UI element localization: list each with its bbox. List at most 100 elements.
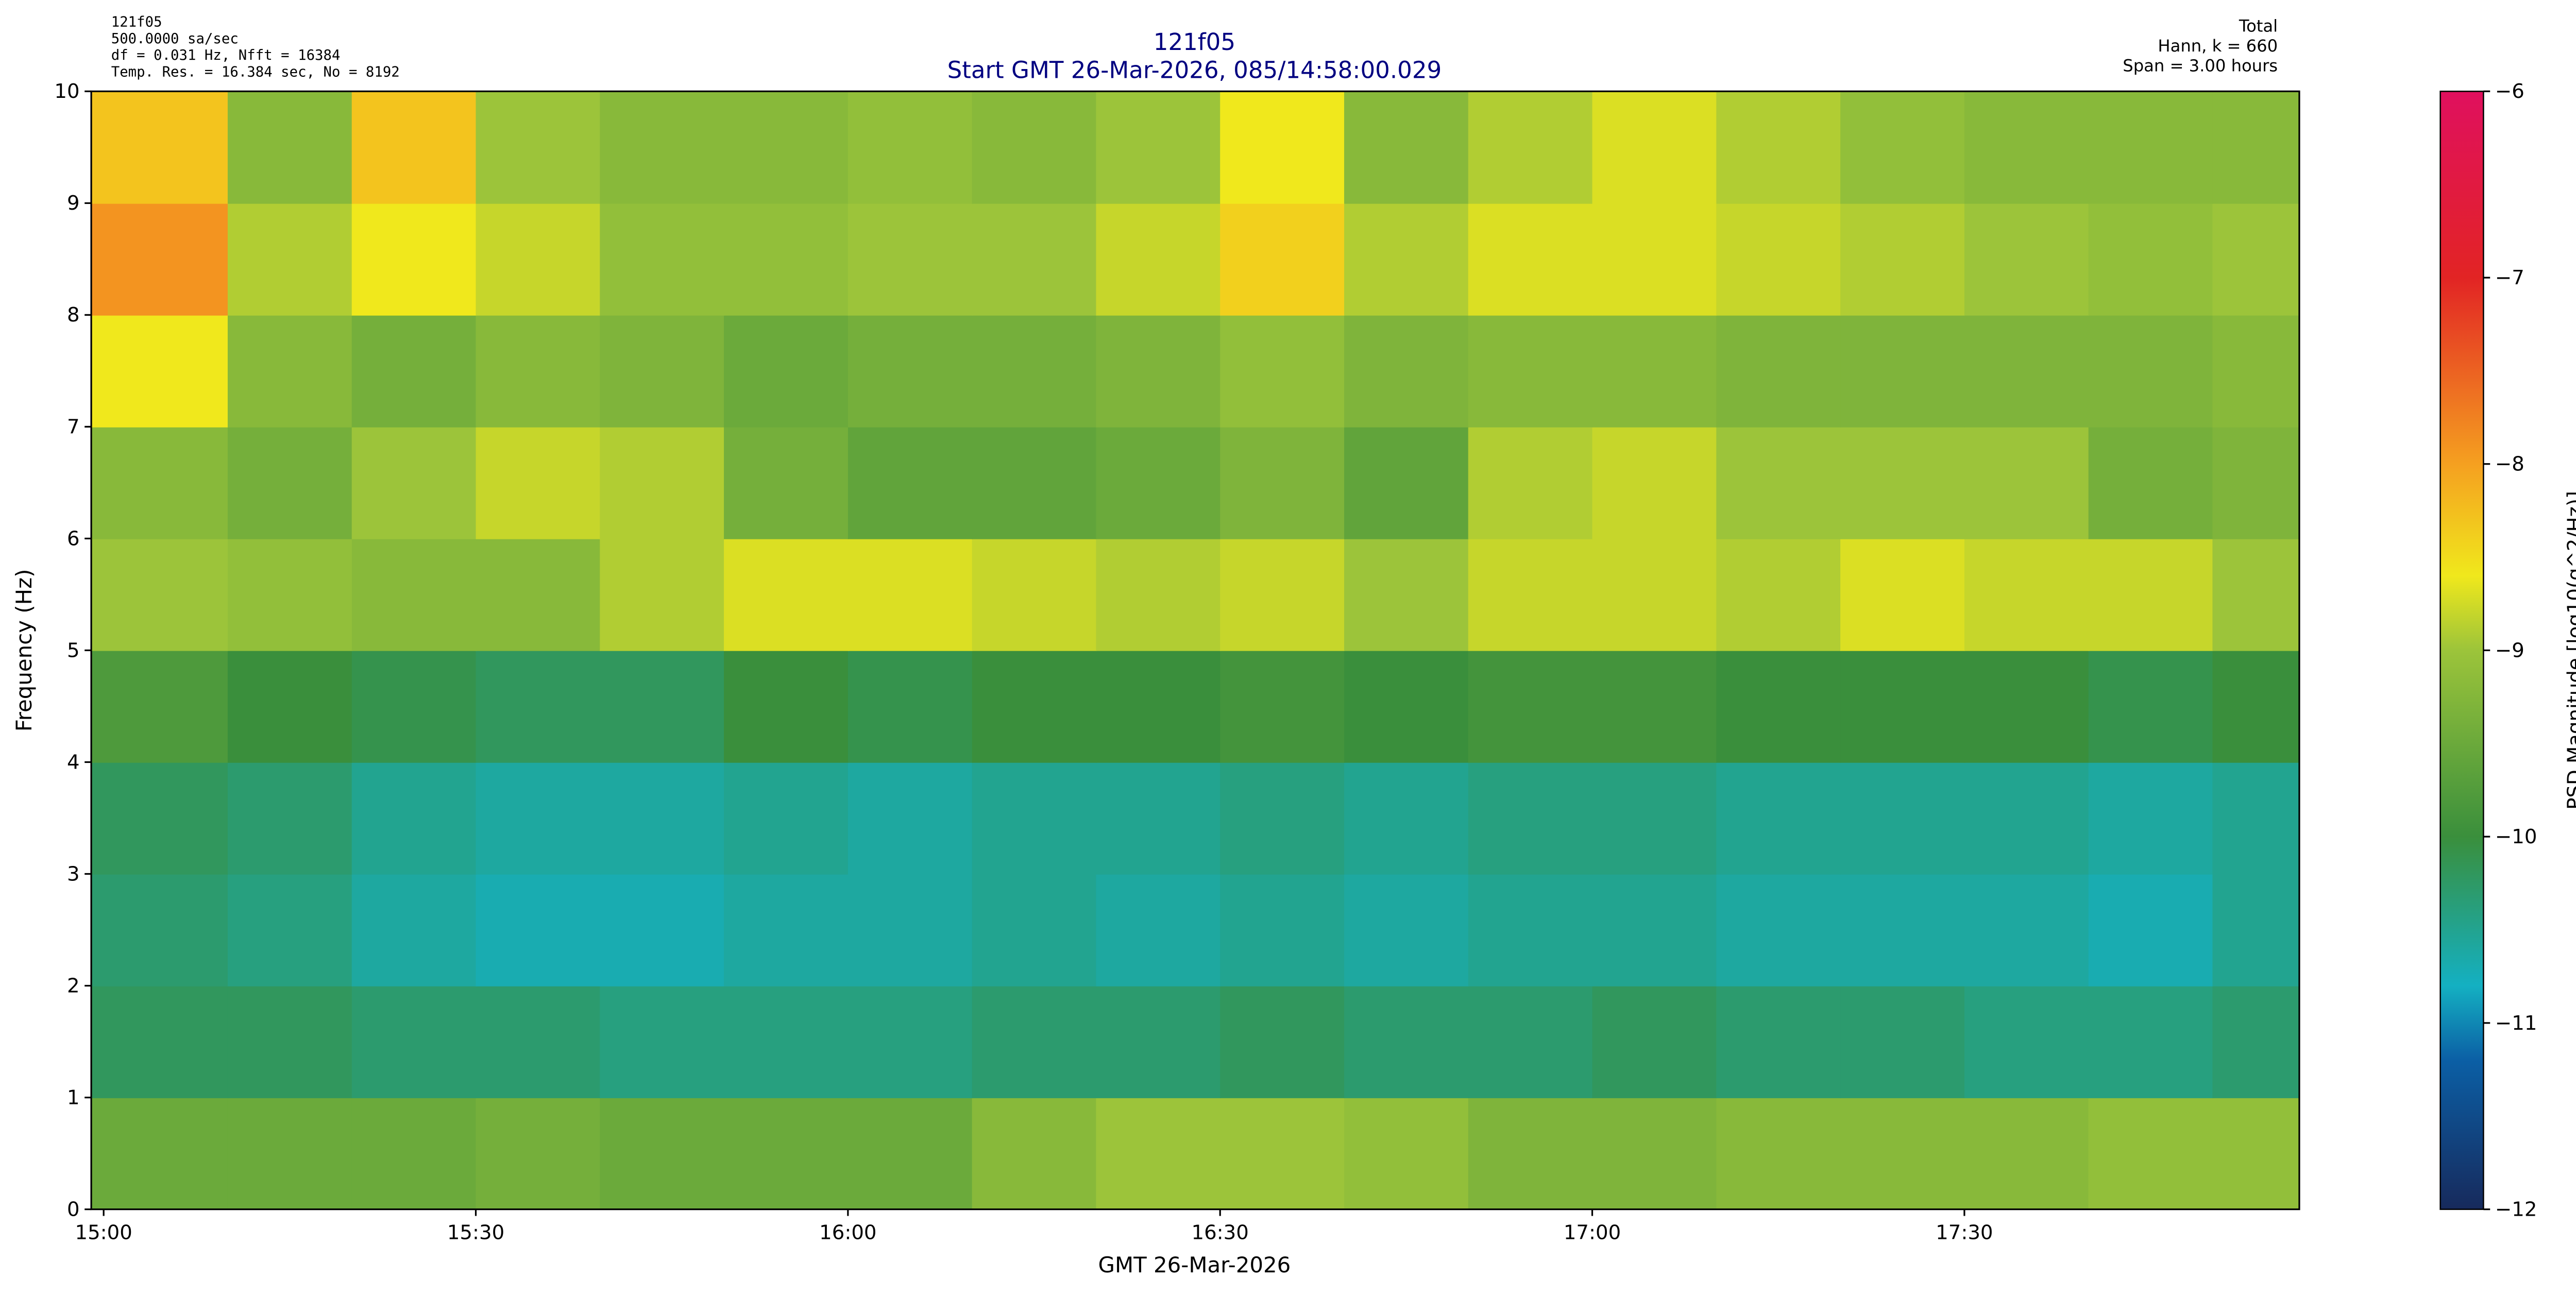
heatmap-cell [1592,315,1717,428]
colorbar-tick-label: −12 [2495,1198,2537,1221]
heatmap-cell [1096,985,1221,1098]
heatmap-cell [91,874,229,986]
heatmap-cell [227,315,353,428]
heatmap-cell [1716,427,1841,539]
info-right: Span = 3.00 hours [2123,56,2278,76]
heatmap-cell [600,427,725,539]
heatmap-cell [91,315,229,428]
heatmap-cell [848,874,973,986]
heatmap-cell [1716,91,1841,204]
heatmap-cell [724,985,849,1098]
heatmap-cell [1096,874,1221,986]
colorbar [2439,91,2484,1210]
heatmap-cell [476,1097,601,1210]
heatmap-cell [848,762,973,875]
colorbar-tick-label: −10 [2495,825,2537,848]
colorbar-tick-label: −9 [2495,639,2524,662]
heatmap-cell [1468,985,1593,1098]
heatmap-cell [2212,650,2300,763]
heatmap-cell [972,1097,1097,1210]
heatmap-cell [724,203,849,316]
heatmap-cell [351,203,477,316]
heatmap-cell [351,650,477,763]
heatmap-cell [2212,762,2300,875]
heatmap-cell [91,91,229,204]
heatmap-cell [1096,538,1221,651]
heatmap-cell [972,874,1097,986]
heatmap-cell [600,985,725,1098]
heatmap-cell [848,985,973,1098]
colorbar-tick-label: −8 [2495,453,2524,476]
heatmap-cell [724,874,849,986]
heatmap-cell [1592,91,1717,204]
heatmap-cell [227,538,353,651]
info-left: 121f05 [111,14,162,30]
info-right: Total [2239,16,2278,36]
y-axis-label: Frequency (Hz) [11,569,37,732]
heatmap-cell [1592,874,1717,986]
heatmap-cell [1964,427,2089,539]
heatmap-cell [227,874,353,986]
heatmap-cell [2212,203,2300,316]
heatmap-cell [1840,1097,1965,1210]
heatmap-cell [1592,1097,1717,1210]
heatmap-cell [2088,874,2213,986]
heatmap-cell [600,203,725,316]
heatmap-cell [1592,762,1717,875]
heatmap-cell [1220,315,1345,428]
heatmap-cell [972,427,1097,539]
heatmap-cell [1220,427,1345,539]
heatmap-cell [2088,538,2213,651]
heatmap-cell [1344,650,1469,763]
chart-title: 121f05 [1154,28,1235,56]
x-tick-label: 15:30 [447,1221,504,1245]
y-tick-label: 9 [67,192,80,215]
y-tick-label: 8 [67,303,80,327]
heatmap-cell [1716,315,1841,428]
heatmap-cell [351,427,477,539]
heatmap-cell [1592,203,1717,316]
x-tick-label: 15:00 [75,1221,132,1245]
heatmap-cell [1716,203,1841,316]
heatmap-cell [1220,538,1345,651]
heatmap-cell [848,1097,973,1210]
heatmap-cell [1964,91,2089,204]
chart-subtitle: Start GMT 26-Mar-2026, 085/14:58:00.029 [947,57,1442,84]
heatmap-cell [1096,427,1221,539]
heatmap-cell [227,203,353,316]
heatmap-cell [351,985,477,1098]
heatmap-cell [1096,91,1221,204]
heatmap-cell [724,650,849,763]
y-tick-label: 6 [67,527,80,550]
heatmap-cell [1840,985,1965,1098]
heatmap-cell [91,650,229,763]
heatmap-cell [1840,427,1965,539]
heatmap-cell [2088,203,2213,316]
heatmap-cell [476,650,601,763]
heatmap-cell [351,1097,477,1210]
heatmap-cell [1220,874,1345,986]
y-tick-label: 10 [54,80,79,103]
heatmap-cell [600,1097,725,1210]
heatmap-cell [1468,315,1593,428]
heatmap-cell [1964,203,2089,316]
heatmap-cell [848,650,973,763]
heatmap-cell [724,762,849,875]
heatmap-cell [227,762,353,875]
info-left: 500.0000 sa/sec [111,31,239,47]
heatmap-cell [600,762,725,875]
heatmap-cell [1468,650,1593,763]
heatmap-cell [2088,985,2213,1098]
heatmap-cell [1840,650,1965,763]
heatmap-cell [972,315,1097,428]
heatmap-cell [2212,427,2300,539]
heatmap-cell [1716,650,1841,763]
heatmap-cell [724,1097,849,1210]
y-tick-label: 3 [67,862,80,886]
y-tick-label: 4 [67,751,80,774]
heatmap-cell [2212,985,2300,1098]
info-right: Hann, k = 660 [2158,36,2278,56]
heatmap-cell [1096,315,1221,428]
heatmap-cell [972,650,1097,763]
